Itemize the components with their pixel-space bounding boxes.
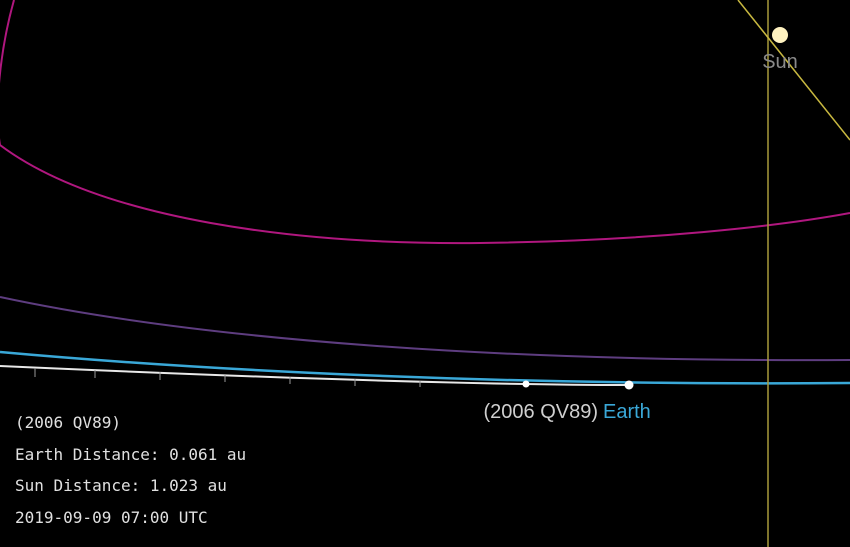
earth-orbit — [0, 350, 850, 385]
info-sun-distance: Sun Distance: 1.023 au — [15, 476, 227, 495]
object-label: (2006 QV89) — [483, 401, 598, 423]
info-earth-distance: Earth Distance: 0.061 au — [15, 445, 246, 464]
sun — [772, 27, 788, 43]
orbit-magenta — [0, 0, 850, 245]
orbit-yellow — [737, 0, 850, 141]
earth — [624, 380, 634, 390]
orbit-ticks — [34, 368, 421, 387]
asteroid-orbit — [0, 365, 631, 386]
sun-label: Sun — [762, 51, 798, 73]
info-time: 2019-09-09 07:00 UTC — [15, 508, 208, 527]
info-name: (2006 QV89) — [15, 413, 121, 432]
orbit-purple — [0, 296, 850, 362]
asteroid — [522, 380, 530, 388]
earth-label: Earth — [603, 401, 651, 423]
